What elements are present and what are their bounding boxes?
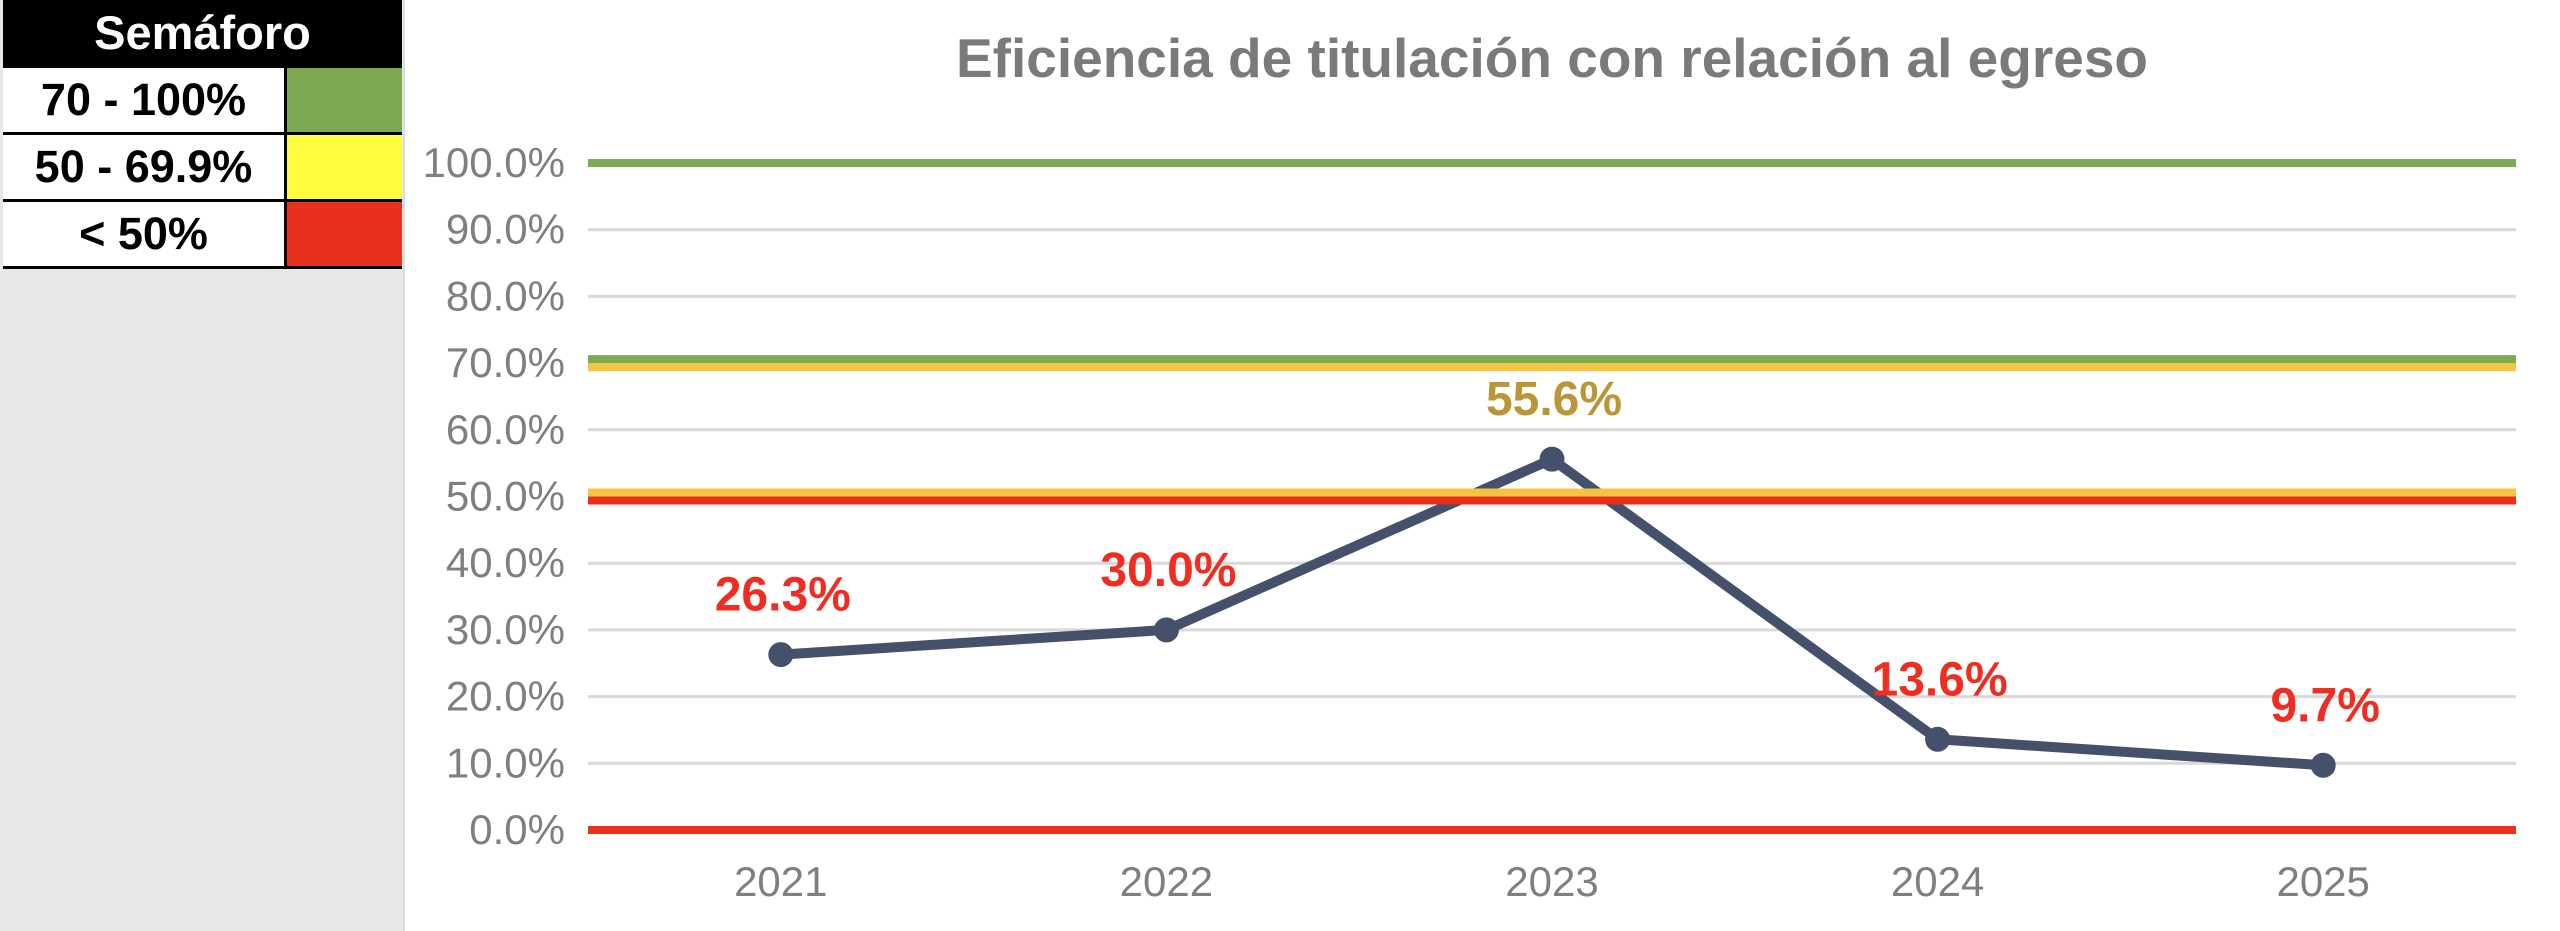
y-axis-tick-label: 40.0% [446, 539, 565, 586]
data-point-marker [1925, 726, 1951, 752]
chart-title: Eficiencia de titulación con relación al… [955, 27, 2149, 89]
semaforo-row-yellow: 50 - 69.9% [3, 132, 402, 199]
semaforo-range-label-yellow[interactable]: 50 - 69.9% [34, 141, 253, 192]
x-axis-category-label: 2023 [1505, 858, 1598, 905]
x-axis-category-label: 2024 [1891, 858, 1984, 905]
data-point-label: 9.7% [2270, 679, 2379, 732]
y-axis-tick-label: 30.0% [446, 606, 565, 653]
x-axis-category-label: 2022 [1120, 858, 1213, 905]
green-color-swatch[interactable] [284, 68, 402, 132]
semaforo-header-cell[interactable]: Semáforo [3, 0, 402, 65]
y-axis-tick-label: 80.0% [446, 272, 565, 319]
data-point-marker [1539, 446, 1565, 472]
data-point-marker [1153, 617, 1179, 643]
semaforo-table: Semáforo 70 - 100% 50 - 69.9% < 50% [3, 0, 402, 269]
semaforo-row-green: 70 - 100% [3, 65, 402, 132]
y-axis-tick-label: 100.0% [423, 139, 565, 186]
y-axis-tick-label: 0.0% [469, 806, 565, 853]
semaforo-title: Semáforo [94, 6, 311, 59]
semaforo-range-label-green[interactable]: 70 - 100% [40, 74, 247, 125]
data-series-line [775, 454, 2329, 771]
y-axis-tick-label: 70.0% [446, 339, 565, 386]
y-axis-tick-label: 50.0% [446, 473, 565, 520]
data-point-label: 55.6% [1486, 373, 1622, 426]
data-point-label: 30.0% [1100, 544, 1236, 597]
red-color-swatch[interactable] [284, 202, 402, 266]
semaforo-legend-panel: Semáforo 70 - 100% 50 - 69.9% < 50% [0, 0, 405, 931]
y-axis-tick-label: 60.0% [446, 406, 565, 453]
y-axis-tick-label: 10.0% [446, 739, 565, 786]
x-axis-category-label: 2025 [2276, 858, 2369, 905]
y-axis-tick-label: 20.0% [446, 673, 565, 720]
semaforo-row-red: < 50% [3, 199, 402, 266]
semaforo-range-label-red[interactable]: < 50% [79, 208, 208, 259]
x-axis-category-label: 2021 [734, 858, 827, 905]
data-point-marker [2310, 752, 2336, 778]
data-point-label: 26.3% [715, 569, 851, 622]
yellow-color-swatch[interactable] [284, 135, 402, 199]
data-point-label: 13.6% [1872, 653, 2008, 706]
y-axis-tick-label: 90.0% [446, 206, 565, 253]
data-point-marker [768, 642, 794, 668]
